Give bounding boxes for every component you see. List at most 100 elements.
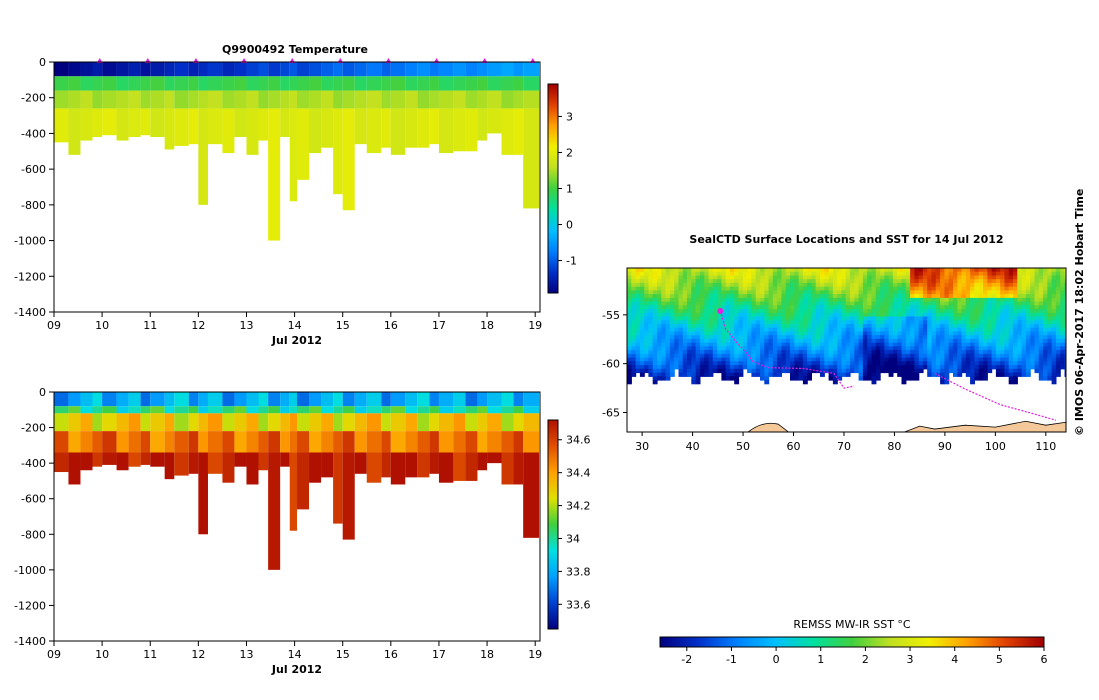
sst-cell xyxy=(665,268,671,273)
sal-profile-cell xyxy=(453,452,466,481)
sst-cell xyxy=(657,268,662,273)
sst-cell xyxy=(661,342,667,347)
sst-cell xyxy=(1021,353,1027,359)
sst-cell xyxy=(905,331,911,336)
sst-cell xyxy=(674,305,680,310)
sst-cell xyxy=(1025,327,1031,332)
sst-cell xyxy=(987,353,993,359)
sst-cell xyxy=(1038,346,1044,351)
sst-cell xyxy=(815,361,821,366)
sst-cell xyxy=(815,331,821,336)
sst-cell xyxy=(1047,294,1053,299)
sst-cell xyxy=(983,297,988,303)
sst-cell xyxy=(661,331,667,336)
sst-cell xyxy=(875,361,881,366)
sst-cell xyxy=(931,290,937,295)
longitude-tick-label: 100 xyxy=(985,440,1006,453)
sst-cell xyxy=(965,361,971,366)
sst-cell xyxy=(1051,380,1057,385)
sst-cell xyxy=(1000,279,1005,284)
sst-cell xyxy=(957,350,963,355)
sst-cell xyxy=(704,279,710,284)
sst-cell xyxy=(1064,342,1066,347)
sst-cell xyxy=(699,372,705,377)
sst-cell xyxy=(695,286,701,291)
sst-cell xyxy=(845,327,851,332)
sst-cell xyxy=(1055,346,1061,351)
sst-cell xyxy=(935,290,941,295)
temp-profile-cell xyxy=(222,108,235,154)
sst-cell xyxy=(687,357,692,362)
sst-cell xyxy=(918,353,924,359)
sst-cell xyxy=(764,335,770,340)
sst-cell xyxy=(974,353,980,359)
sst-cell xyxy=(961,320,967,325)
sst-cell xyxy=(802,301,808,306)
sst-cell xyxy=(760,286,765,291)
sst-cell xyxy=(1051,350,1057,355)
sst-cell xyxy=(1064,365,1066,370)
sst-cell xyxy=(940,268,945,273)
sst-cell xyxy=(1060,279,1066,284)
sst-cell xyxy=(897,361,903,366)
sst-cell xyxy=(871,282,877,288)
sst-cell xyxy=(828,353,834,359)
sst-cell xyxy=(914,294,920,299)
sst-cell xyxy=(845,342,851,347)
sst-cell xyxy=(918,282,924,288)
sst-cell xyxy=(1004,297,1010,303)
sst-cell xyxy=(627,342,632,347)
sst-cell xyxy=(734,372,740,377)
sst-cell xyxy=(927,309,933,314)
sst-cell xyxy=(781,357,787,362)
sst-cell xyxy=(665,294,671,299)
sst-cell xyxy=(1047,324,1053,329)
temp-profile-cell xyxy=(80,62,93,77)
sst-cell xyxy=(914,316,920,321)
sst-cell xyxy=(983,320,988,325)
sst-cell xyxy=(935,271,941,276)
sst-cell xyxy=(953,290,958,295)
sst-cell xyxy=(1004,331,1010,336)
sst-cell xyxy=(884,368,890,374)
sst-cell xyxy=(652,275,658,280)
sst-cell xyxy=(1017,365,1023,370)
sst-cell xyxy=(699,301,705,306)
sal-profile-cell xyxy=(513,431,524,453)
sst-cell xyxy=(742,346,748,351)
sst-cell xyxy=(699,290,705,295)
sst-cell xyxy=(1055,353,1061,359)
sst-cell xyxy=(841,368,847,374)
sst-cell xyxy=(927,275,933,280)
sst-cell xyxy=(790,327,795,332)
sst-cell xyxy=(627,312,632,318)
sst-cell xyxy=(644,331,650,336)
sst-cell xyxy=(790,309,795,314)
sst-cell xyxy=(1030,365,1036,370)
sst-cell xyxy=(669,305,675,310)
sst-field xyxy=(627,268,1066,385)
temp-profile-cell xyxy=(342,90,355,109)
sst-cell xyxy=(1000,290,1005,295)
sst-cell xyxy=(858,290,864,295)
sal-profile-cell xyxy=(453,406,466,414)
sst-cell xyxy=(1038,279,1044,284)
sst-cell xyxy=(635,275,641,280)
sst-cell xyxy=(953,361,958,366)
sst-cell xyxy=(1021,324,1027,329)
sst-cell xyxy=(669,357,675,362)
sst-cell xyxy=(635,365,641,370)
sst-cell xyxy=(927,282,933,288)
sst-cell xyxy=(897,327,903,332)
sst-cell xyxy=(1047,316,1053,321)
sst-cell xyxy=(1013,342,1018,347)
sst-cell xyxy=(627,309,632,314)
sst-cell xyxy=(1060,327,1066,332)
sst-cell xyxy=(665,320,671,325)
sst-cell xyxy=(644,282,650,288)
sst-cell xyxy=(1064,331,1066,336)
temp-profile-cell xyxy=(366,62,382,77)
sst-cell xyxy=(708,353,714,359)
sst-cell xyxy=(627,297,632,303)
sst-cell xyxy=(695,282,701,288)
